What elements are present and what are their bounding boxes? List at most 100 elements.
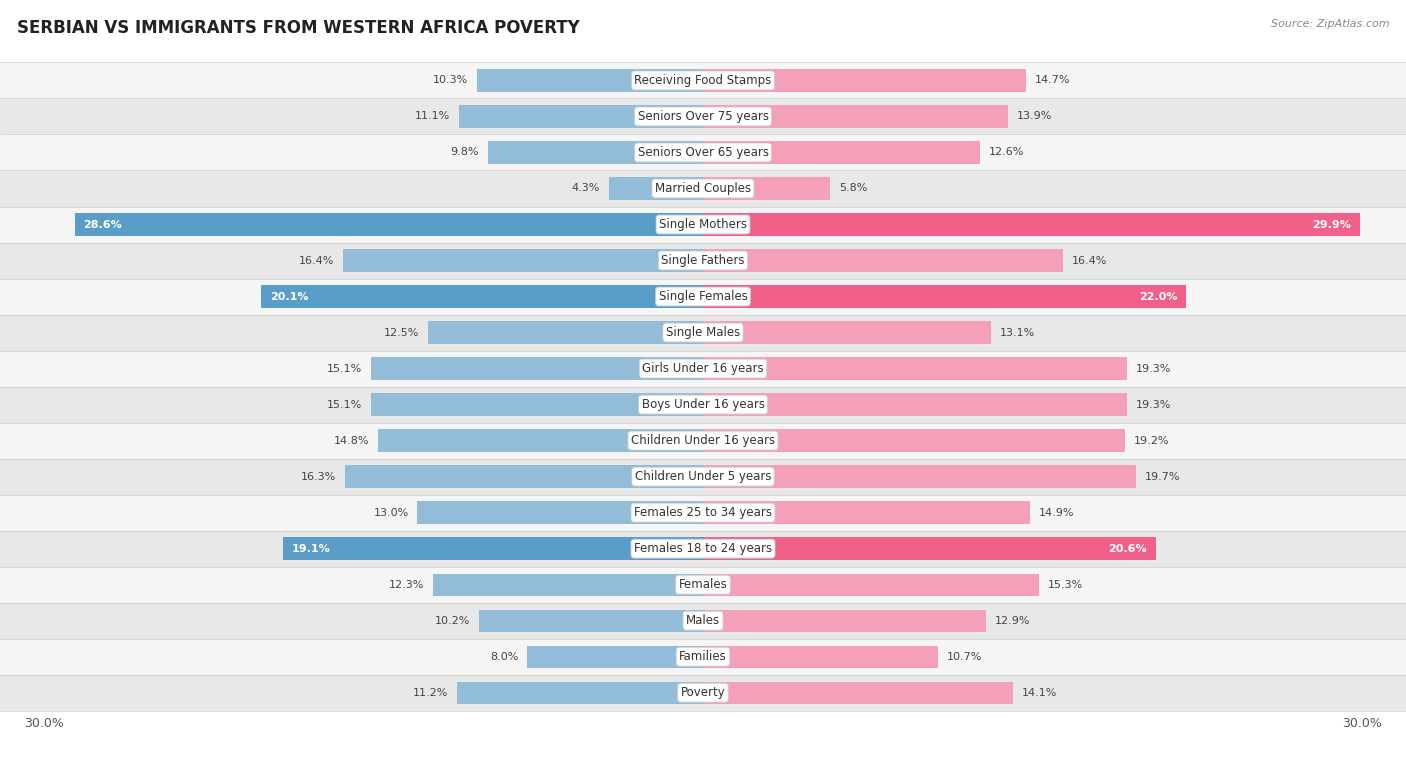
Bar	[703, 141, 980, 164]
Bar	[477, 69, 703, 92]
Text: 4.3%: 4.3%	[571, 183, 600, 193]
Bar	[703, 465, 1136, 488]
Text: 13.0%: 13.0%	[374, 508, 409, 518]
Text: Single Females: Single Females	[658, 290, 748, 303]
Text: 19.2%: 19.2%	[1133, 436, 1168, 446]
Bar	[703, 69, 1026, 92]
Bar	[429, 321, 703, 343]
Text: Females 18 to 24 years: Females 18 to 24 years	[634, 542, 772, 555]
Bar	[75, 213, 703, 236]
Text: 10.3%: 10.3%	[433, 76, 468, 86]
Bar	[703, 249, 1063, 271]
Text: 29.9%: 29.9%	[1312, 220, 1351, 230]
Bar	[457, 681, 703, 704]
Bar	[0, 531, 1406, 567]
Text: 15.3%: 15.3%	[1047, 580, 1083, 590]
Bar	[609, 177, 703, 199]
Text: Single Fathers: Single Fathers	[661, 254, 745, 267]
Text: Poverty: Poverty	[681, 686, 725, 699]
Bar	[0, 206, 1406, 243]
Bar	[703, 609, 987, 632]
Text: Males: Males	[686, 614, 720, 627]
Text: 14.1%: 14.1%	[1022, 688, 1057, 697]
Text: 20.6%: 20.6%	[1108, 543, 1147, 553]
Bar	[703, 646, 938, 668]
Text: 19.1%: 19.1%	[292, 543, 330, 553]
Bar	[262, 285, 703, 308]
Text: 16.4%: 16.4%	[298, 255, 335, 265]
Bar	[0, 423, 1406, 459]
Text: 10.7%: 10.7%	[946, 652, 983, 662]
Text: 13.1%: 13.1%	[1000, 327, 1035, 337]
Text: 13.9%: 13.9%	[1017, 111, 1053, 121]
Bar	[371, 358, 703, 380]
Text: Children Under 5 years: Children Under 5 years	[634, 470, 772, 483]
Bar	[488, 141, 703, 164]
Bar	[0, 350, 1406, 387]
Text: Families: Families	[679, 650, 727, 663]
Bar	[0, 459, 1406, 495]
Text: 11.2%: 11.2%	[413, 688, 449, 697]
Text: Females: Females	[679, 578, 727, 591]
Text: 14.8%: 14.8%	[333, 436, 368, 446]
Text: 14.9%: 14.9%	[1039, 508, 1074, 518]
Text: 16.3%: 16.3%	[301, 471, 336, 481]
Bar	[344, 465, 703, 488]
Text: 12.5%: 12.5%	[384, 327, 419, 337]
Text: Girls Under 16 years: Girls Under 16 years	[643, 362, 763, 375]
Text: 12.3%: 12.3%	[388, 580, 425, 590]
Bar	[433, 574, 703, 596]
Text: 19.3%: 19.3%	[1136, 364, 1171, 374]
Text: Boys Under 16 years: Boys Under 16 years	[641, 398, 765, 411]
Bar	[703, 430, 1125, 452]
Bar	[703, 321, 991, 343]
Bar	[0, 387, 1406, 423]
Bar	[460, 105, 703, 127]
Text: 22.0%: 22.0%	[1139, 292, 1178, 302]
Bar	[0, 99, 1406, 134]
Bar	[378, 430, 703, 452]
Text: Single Males: Single Males	[666, 326, 740, 339]
Bar	[703, 537, 1156, 560]
Text: 19.3%: 19.3%	[1136, 399, 1171, 409]
Bar	[343, 249, 703, 271]
Text: 19.7%: 19.7%	[1144, 471, 1180, 481]
Bar	[703, 105, 1008, 127]
Bar	[703, 393, 1128, 415]
Text: 16.4%: 16.4%	[1071, 255, 1108, 265]
Text: Seniors Over 75 years: Seniors Over 75 years	[637, 110, 769, 123]
Bar	[703, 681, 1012, 704]
Text: Source: ZipAtlas.com: Source: ZipAtlas.com	[1271, 19, 1389, 29]
Bar	[703, 574, 1039, 596]
Text: Children Under 16 years: Children Under 16 years	[631, 434, 775, 447]
Text: 12.6%: 12.6%	[988, 148, 1024, 158]
Bar	[0, 243, 1406, 278]
Bar	[703, 358, 1128, 380]
Text: 9.8%: 9.8%	[450, 148, 479, 158]
Bar	[0, 278, 1406, 315]
Bar	[703, 502, 1031, 524]
Text: Married Couples: Married Couples	[655, 182, 751, 195]
Bar	[0, 639, 1406, 675]
Bar	[0, 62, 1406, 99]
Bar	[0, 567, 1406, 603]
Text: Females 25 to 34 years: Females 25 to 34 years	[634, 506, 772, 519]
Bar	[0, 134, 1406, 171]
Text: Seniors Over 65 years: Seniors Over 65 years	[637, 146, 769, 159]
Bar	[703, 213, 1360, 236]
Text: 5.8%: 5.8%	[839, 183, 868, 193]
Text: Receiving Food Stamps: Receiving Food Stamps	[634, 74, 772, 87]
Text: 10.2%: 10.2%	[434, 615, 470, 625]
Bar	[0, 603, 1406, 639]
Text: 28.6%: 28.6%	[83, 220, 122, 230]
Text: 14.7%: 14.7%	[1035, 76, 1070, 86]
Bar	[703, 177, 831, 199]
Bar	[479, 609, 703, 632]
Bar	[0, 675, 1406, 711]
Bar	[527, 646, 703, 668]
Bar	[284, 537, 703, 560]
Text: 8.0%: 8.0%	[491, 652, 519, 662]
Text: 15.1%: 15.1%	[328, 364, 363, 374]
Bar	[0, 315, 1406, 350]
Text: 15.1%: 15.1%	[328, 399, 363, 409]
